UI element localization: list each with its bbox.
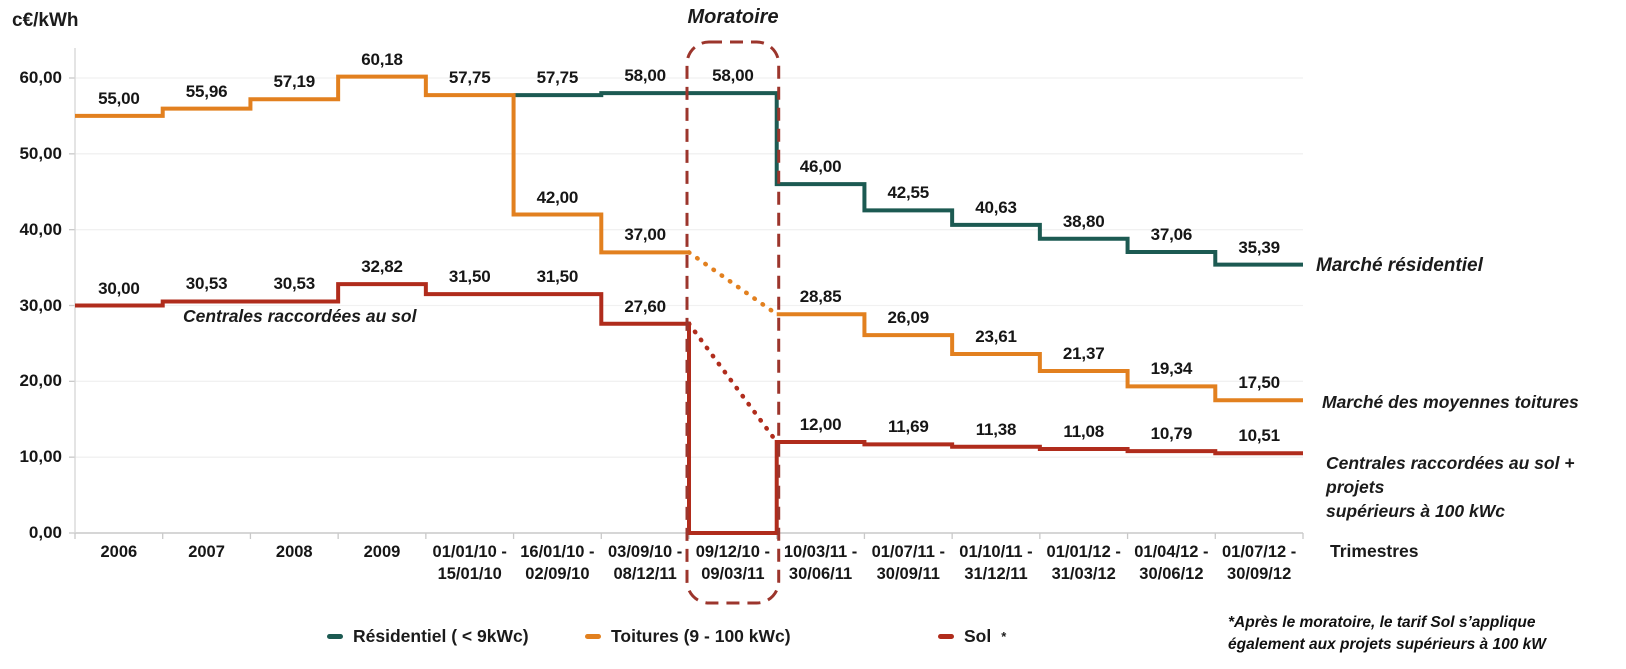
legend-label-toitures: Toitures (9 - 100 kWc) [611, 626, 791, 646]
moratoire-box [685, 40, 781, 605]
sol-line [75, 282, 1303, 535]
annotation-marche-residentiel: Marché résidentiel [1316, 255, 1483, 276]
legend-item-sol: Sol * [938, 626, 1006, 647]
annotation-centrales-sol: Centrales raccordées au sol [183, 306, 417, 326]
chart-legend: Résidentiel ( < 9kWc) Toitures (9 - 100 … [0, 626, 1626, 650]
legend-item-toitures: Toitures (9 - 100 kWc) [585, 626, 801, 647]
legend-label-residentiel: Résidentiel ( < 9kWc) [353, 626, 529, 646]
residentiel-line [513, 91, 1303, 267]
y-axis-title: c€/kWh [12, 10, 79, 31]
legend-sup-sol: * [1001, 629, 1007, 644]
footnote: *Après le moratoire, le tarif Sol s’appl… [1228, 614, 1546, 654]
moratoire-title: Moratoire [687, 6, 779, 28]
toitures-line-moratoire-dotted [686, 250, 779, 317]
toitures-line [75, 74, 1303, 403]
sol-line-moratoire-dotted [686, 321, 779, 445]
annotation-centrales-sol-post: Centrales raccordées au sol + projets su… [1326, 453, 1575, 522]
x-axis-title: Trimestres [1330, 541, 1419, 561]
residentiel-legend-marker-icon [327, 634, 343, 639]
annotation-marche-moyennes-toitures: Marché des moyennes toitures [1322, 392, 1579, 412]
legend-label-sol: Sol [964, 626, 992, 646]
sol-legend-marker-icon [938, 634, 954, 639]
legend-item-residentiel: Résidentiel ( < 9kWc) [327, 626, 539, 647]
toitures-legend-marker-icon [585, 634, 601, 639]
